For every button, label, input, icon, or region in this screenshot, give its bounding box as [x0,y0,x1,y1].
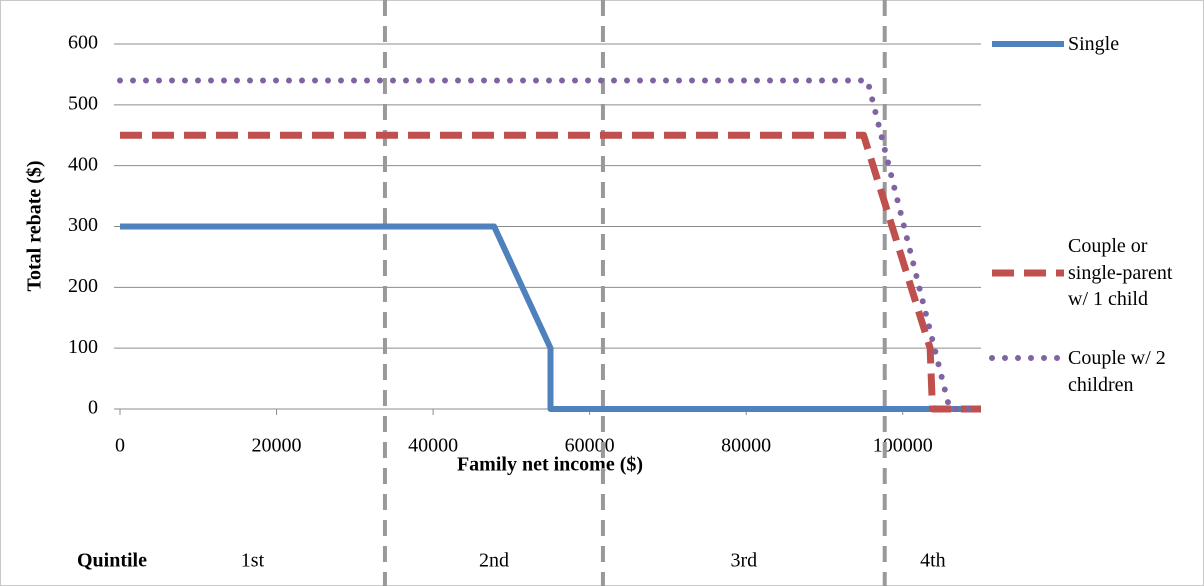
series-line [120,223,981,412]
x-tick-label: 100000 [873,435,933,457]
quintile-label: 2nd [479,550,509,572]
x-tick-label: 60000 [565,435,615,457]
quintile-label: 4th [920,550,946,572]
x-tick-label: 80000 [721,435,771,457]
x-axis-title: Family net income ($) [457,454,643,476]
y-tick-label: 400 [68,153,98,175]
y-tick-label: 0 [88,397,98,419]
y-tick-label: 200 [68,275,98,297]
x-tick-label: 0 [115,435,125,457]
series-line [120,131,981,413]
quintile-label: 3rd [730,550,757,572]
y-tick-label: 300 [68,214,98,236]
quintile-title: Quintile [77,550,147,572]
quintile-label: 1st [241,550,265,572]
y-tick-label: 500 [68,92,98,114]
y-tick-label: 600 [68,32,98,54]
x-tick-label: 20000 [252,435,302,457]
legend-label: Couple w/ 2 children [1068,347,1166,396]
legend-label: Couple or single-parent w/ 1 child [1068,235,1173,310]
legend-label: Single [1068,33,1120,55]
y-tick-label: 100 [68,336,98,358]
x-tick-label: 40000 [408,435,458,457]
y-axis-title: Total rebate ($) [24,160,46,291]
